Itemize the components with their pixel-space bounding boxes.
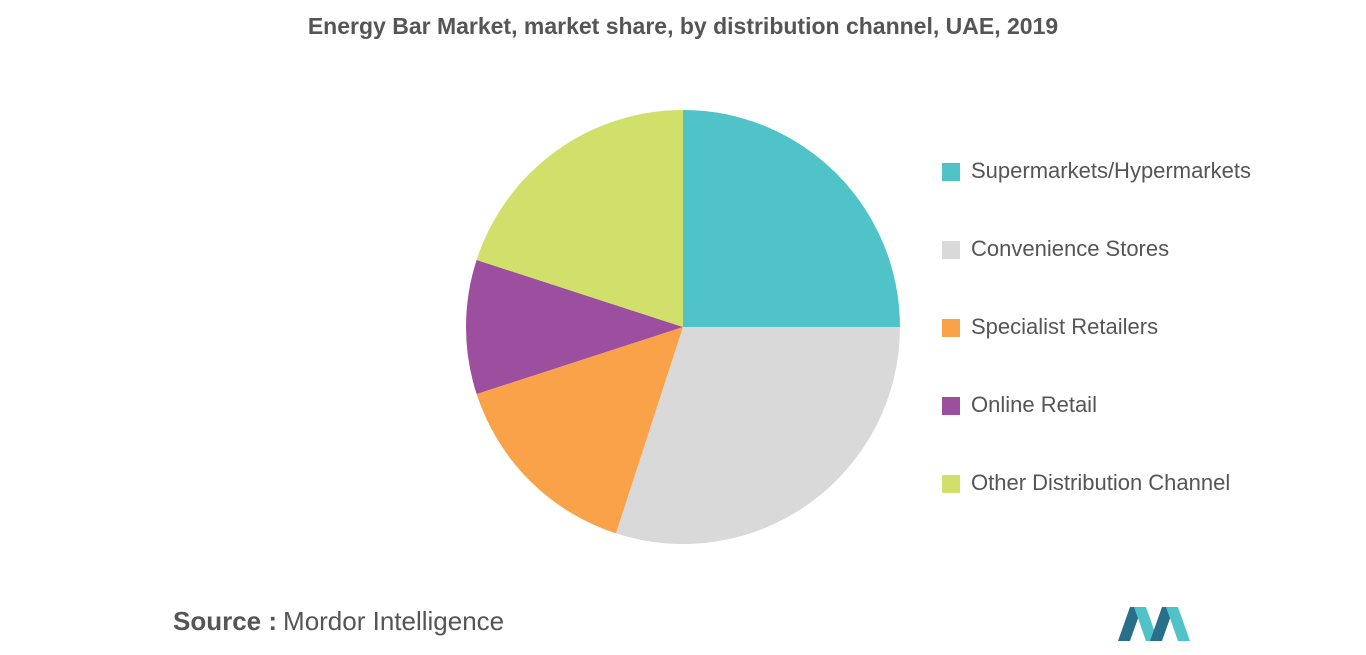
logo-shape [1134, 607, 1158, 641]
logo [1118, 607, 1190, 641]
legend-label: Convenience Stores [971, 236, 1169, 261]
legend-swatch [942, 241, 960, 259]
pie-slice [476, 110, 683, 327]
legend-swatch [942, 397, 960, 415]
pie-slice [683, 110, 900, 327]
logo-shape [1150, 607, 1174, 641]
legend-label: Online Retail [971, 392, 1097, 417]
logo-shape [1118, 607, 1142, 641]
pie-slice [615, 327, 900, 544]
pie-slice [476, 327, 683, 534]
legend-label: Other Distribution Channel [971, 470, 1230, 495]
legend-swatch [942, 163, 960, 181]
source: Source : Mordor Intelligence [173, 606, 504, 636]
source-name: Mordor Intelligence [283, 606, 504, 636]
legend-label: Supermarkets/Hypermarkets [971, 158, 1251, 183]
legend-swatch [942, 319, 960, 337]
legend-swatch [942, 475, 960, 493]
pie-slice [465, 259, 683, 395]
logo-shape [1166, 607, 1190, 641]
legend-label: Specialist Retailers [971, 314, 1158, 339]
source-label: Source : [173, 606, 277, 636]
chart-title: Energy Bar Market, market share, by dist… [308, 13, 1058, 39]
